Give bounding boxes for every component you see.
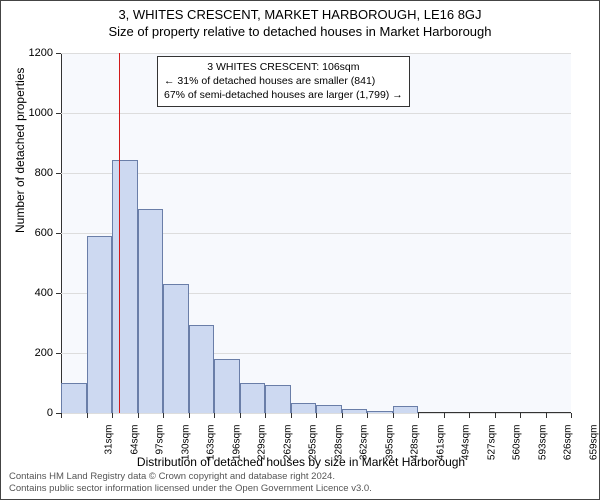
histogram-bar	[265, 385, 291, 414]
x-tick-mark	[265, 413, 266, 418]
x-tick-mark	[342, 413, 343, 418]
histogram-bar	[138, 209, 164, 413]
x-tick-label: 64sqm	[129, 425, 140, 475]
histogram-bar	[61, 383, 87, 413]
x-tick-label: 560sqm	[512, 425, 523, 475]
histogram-bar	[87, 236, 113, 413]
y-axis-label: Number of detached properties	[13, 68, 27, 233]
annotation-line: ← 31% of detached houses are smaller (84…	[164, 74, 403, 88]
chart-title: 3, WHITES CRESCENT, MARKET HARBOROUGH, L…	[1, 7, 599, 22]
x-tick-label: 262sqm	[282, 425, 293, 475]
histogram-bar	[189, 325, 215, 414]
x-tick-mark	[87, 413, 88, 418]
x-axis-label: Distribution of detached houses by size …	[1, 455, 600, 469]
y-tick-mark	[56, 113, 61, 114]
x-tick-mark	[546, 413, 547, 418]
x-tick-label: 428sqm	[410, 425, 421, 475]
histogram-bar	[291, 403, 317, 414]
y-tick-mark	[56, 293, 61, 294]
x-tick-mark	[214, 413, 215, 418]
y-tick-label: 800	[13, 167, 53, 179]
y-tick-label: 600	[13, 227, 53, 239]
x-tick-label: 527sqm	[486, 425, 497, 475]
footer: Contains HM Land Registry data © Crown c…	[9, 471, 372, 495]
x-tick-mark	[367, 413, 368, 418]
histogram-bar	[163, 284, 189, 413]
x-tick-label: 31sqm	[104, 425, 115, 475]
gridline	[61, 113, 571, 114]
x-tick-mark	[240, 413, 241, 418]
annotation-box: 3 WHITES CRESCENT: 106sqm← 31% of detach…	[157, 56, 410, 107]
reference-line	[119, 53, 120, 413]
x-tick-label: 362sqm	[359, 425, 370, 475]
x-tick-label: 196sqm	[231, 425, 242, 475]
x-tick-mark	[495, 413, 496, 418]
x-tick-mark	[112, 413, 113, 418]
x-tick-mark	[138, 413, 139, 418]
histogram-bar	[316, 405, 342, 413]
x-tick-label: 593sqm	[537, 425, 548, 475]
histogram-bar	[112, 160, 138, 414]
x-tick-label: 328sqm	[333, 425, 344, 475]
gridline	[61, 53, 571, 54]
x-tick-label: 461sqm	[435, 425, 446, 475]
x-tick-mark	[469, 413, 470, 418]
histogram-bar	[214, 359, 240, 413]
x-tick-mark	[189, 413, 190, 418]
x-tick-mark	[163, 413, 164, 418]
x-tick-mark	[571, 413, 572, 418]
y-tick-label: 1000	[13, 107, 53, 119]
y-tick-label: 400	[13, 287, 53, 299]
histogram-bar	[240, 383, 266, 413]
x-tick-label: 626sqm	[563, 425, 574, 475]
x-tick-label: 659sqm	[588, 425, 599, 475]
x-tick-label: 130sqm	[180, 425, 191, 475]
x-tick-mark	[393, 413, 394, 418]
histogram-bar	[393, 406, 419, 413]
x-tick-mark	[61, 413, 62, 418]
y-tick-mark	[56, 353, 61, 354]
annotation-line: 67% of semi-detached houses are larger (…	[164, 88, 403, 102]
y-tick-label: 0	[13, 407, 53, 419]
x-tick-label: 494sqm	[461, 425, 472, 475]
annotation-line: 3 WHITES CRESCENT: 106sqm	[164, 60, 403, 74]
x-tick-label: 229sqm	[257, 425, 268, 475]
footer-line-2: Contains public sector information licen…	[9, 483, 372, 495]
gridline	[61, 173, 571, 174]
y-tick-mark	[56, 233, 61, 234]
x-tick-mark	[444, 413, 445, 418]
x-tick-label: 295sqm	[308, 425, 319, 475]
x-tick-mark	[291, 413, 292, 418]
histogram-bar	[367, 411, 393, 413]
histogram-bar	[342, 409, 368, 414]
y-tick-label: 1200	[13, 47, 53, 59]
x-tick-mark	[520, 413, 521, 418]
chart-container: 3, WHITES CRESCENT, MARKET HARBOROUGH, L…	[0, 0, 600, 500]
y-tick-label: 200	[13, 347, 53, 359]
x-tick-label: 163sqm	[206, 425, 217, 475]
y-tick-mark	[56, 173, 61, 174]
y-tick-mark	[56, 53, 61, 54]
chart-subtitle: Size of property relative to detached ho…	[1, 24, 599, 39]
x-tick-mark	[418, 413, 419, 418]
plot-area: 3 WHITES CRESCENT: 106sqm← 31% of detach…	[61, 53, 571, 413]
x-tick-label: 395sqm	[384, 425, 395, 475]
x-tick-label: 97sqm	[155, 425, 166, 475]
x-tick-mark	[316, 413, 317, 418]
